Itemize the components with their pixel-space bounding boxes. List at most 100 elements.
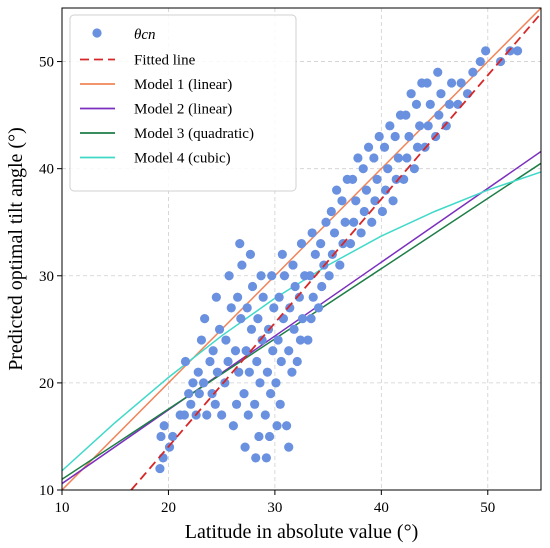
scatter-point bbox=[444, 99, 455, 109]
legend-label-1: Model 1 (linear) bbox=[134, 77, 232, 93]
scatter-point bbox=[385, 121, 395, 131]
scatter-point bbox=[246, 324, 257, 334]
scatter-point bbox=[326, 206, 336, 217]
x-tick-label: 20 bbox=[161, 500, 176, 516]
scatter-point bbox=[423, 121, 433, 131]
scatter-point bbox=[272, 421, 282, 431]
scatter-points bbox=[130, 12, 541, 490]
scatter-point bbox=[310, 249, 320, 259]
scatter-point bbox=[276, 356, 286, 367]
scatter-point bbox=[241, 346, 251, 356]
scatter-point bbox=[404, 131, 414, 142]
scatter-point bbox=[188, 378, 198, 388]
scatter-point bbox=[202, 410, 212, 420]
scatter-point bbox=[441, 121, 451, 131]
scatter-point bbox=[180, 356, 191, 367]
scatter-point bbox=[284, 346, 294, 356]
scatter-point bbox=[205, 356, 215, 367]
legend-label-scatter: θcn bbox=[134, 27, 156, 43]
scatter-point bbox=[361, 185, 372, 195]
scatter-point bbox=[279, 271, 290, 281]
scatter-point bbox=[475, 56, 485, 67]
scatter-point bbox=[260, 410, 270, 420]
scatter-point bbox=[335, 260, 345, 270]
scatter-point bbox=[244, 367, 254, 377]
scatter-point bbox=[412, 142, 423, 152]
scatter-point bbox=[243, 410, 253, 420]
scatter-point bbox=[258, 292, 268, 302]
scatter-point bbox=[267, 271, 277, 281]
y-tick-label: 30 bbox=[39, 269, 54, 285]
x-axis-label: Latitude in absolute value (°) bbox=[185, 521, 418, 543]
scatter-point bbox=[456, 78, 466, 88]
scatter-point bbox=[253, 314, 263, 324]
scatter-point bbox=[377, 206, 387, 217]
x-tick-label: 40 bbox=[374, 500, 389, 516]
scatter-point bbox=[370, 196, 380, 206]
scatter-point bbox=[251, 453, 261, 463]
scatter-point bbox=[347, 174, 358, 184]
y-tick-label: 20 bbox=[39, 376, 54, 392]
legend-label-2: Model 2 (linear) bbox=[134, 102, 232, 118]
scatter-point bbox=[285, 303, 295, 313]
scatter-point bbox=[434, 110, 444, 120]
scatter-point bbox=[292, 356, 302, 367]
legend-label-4: Model 4 (cubic) bbox=[134, 151, 231, 167]
scatter-point bbox=[193, 367, 203, 377]
scatter-point bbox=[231, 399, 242, 409]
scatter-point bbox=[237, 260, 247, 270]
scatter-point bbox=[374, 131, 384, 142]
scatter-point bbox=[358, 164, 368, 174]
scatter-point bbox=[179, 410, 190, 420]
scatter-point bbox=[245, 249, 256, 259]
scatter-point bbox=[390, 131, 400, 142]
scatter-point bbox=[367, 217, 377, 227]
scatter-point bbox=[250, 399, 260, 409]
scatter-point bbox=[207, 389, 217, 399]
scatter-point bbox=[256, 271, 266, 281]
scatter-point bbox=[184, 389, 194, 399]
scatter-point bbox=[194, 389, 204, 399]
scatter-point bbox=[401, 110, 411, 120]
scatter-point bbox=[264, 431, 275, 442]
scatter-point bbox=[156, 431, 166, 442]
scatter-point bbox=[262, 367, 273, 377]
scatter-point bbox=[214, 324, 225, 334]
scatter-point bbox=[159, 421, 169, 431]
scatter-point bbox=[425, 99, 435, 109]
series-line-4 bbox=[62, 171, 541, 472]
scatter-point bbox=[224, 271, 234, 281]
legend: θcn Fitted line Model 1 (linear) Model 2 (l… bbox=[69, 14, 297, 192]
scatter-point bbox=[349, 217, 359, 227]
scatter-point bbox=[306, 314, 316, 324]
scatter-point bbox=[221, 335, 231, 345]
x-tick-label: 10 bbox=[55, 500, 70, 516]
scatter-point bbox=[453, 99, 463, 109]
scatter-point bbox=[257, 335, 267, 345]
scatter-point bbox=[226, 303, 236, 313]
scatter-point bbox=[303, 335, 313, 345]
scatter-point bbox=[433, 67, 443, 77]
scatter-point bbox=[468, 67, 478, 77]
scatter-point bbox=[446, 78, 457, 88]
scatter-point bbox=[242, 303, 252, 313]
scatter-point bbox=[406, 89, 416, 99]
scatter-point bbox=[305, 271, 315, 281]
legend-marker-scatter bbox=[92, 28, 102, 38]
scatter-point bbox=[297, 314, 308, 324]
scatter-point bbox=[512, 46, 523, 56]
legend-box bbox=[69, 14, 297, 192]
scatter-point bbox=[266, 389, 276, 399]
scatter-point bbox=[281, 421, 292, 431]
scatter-point bbox=[340, 217, 350, 227]
series-line-0 bbox=[130, 12, 541, 490]
scatter-point bbox=[273, 335, 283, 345]
scatter-point bbox=[252, 356, 262, 367]
scatter-point bbox=[308, 292, 318, 302]
scatter-point bbox=[212, 367, 223, 377]
scatter-point bbox=[383, 164, 393, 174]
axis-ticks: 10 20 30 40 50 10 20 30 40 50 bbox=[39, 55, 495, 516]
scatter-point bbox=[402, 153, 412, 163]
scatter-point bbox=[290, 281, 300, 292]
